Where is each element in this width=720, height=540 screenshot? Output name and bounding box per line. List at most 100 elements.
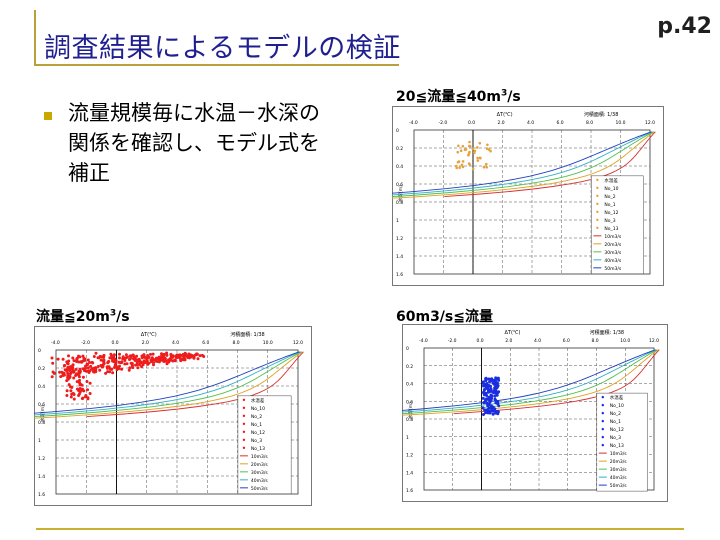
scatter-point	[482, 413, 485, 416]
chart-low-flow: ΔT(℃) 河積面積: 1/38-4.0 -2.0 0.0 2.0 4.0 6.0 8.0 10…	[34, 326, 312, 506]
scatter-point	[78, 383, 82, 387]
scatter-point	[180, 354, 184, 357]
scatter-point	[476, 146, 479, 149]
legend-marker	[596, 218, 599, 222]
scatter-point	[160, 358, 164, 362]
legend-box	[591, 175, 644, 275]
x-tick-label: 10.0	[616, 120, 626, 126]
y-axis-label: 水深(m)	[39, 405, 46, 422]
x-tick-label: 6.0	[563, 338, 570, 344]
model-curve	[392, 131, 653, 196]
scatter-point	[461, 165, 465, 169]
scatter-point	[59, 375, 63, 379]
y-tick-label: 1.6	[38, 492, 45, 498]
legend-label: 40m3/s	[604, 258, 621, 264]
legend-marker	[242, 430, 246, 434]
legend-label: 50m3/s	[604, 266, 621, 272]
scatter-point	[77, 392, 81, 396]
scatter-point	[78, 355, 82, 359]
scatter-point	[151, 352, 155, 356]
scatter-point	[138, 363, 141, 367]
x-tick-label: 0.0	[468, 120, 475, 126]
scatter-point	[129, 356, 133, 360]
scatter-point	[483, 388, 487, 391]
x-tick-label: 10.0	[263, 340, 273, 346]
legend-label: 10m3/s	[604, 234, 621, 240]
scatter-point	[169, 358, 173, 362]
scatter-point	[189, 355, 193, 359]
scatter-point	[487, 148, 491, 151]
y-tick-label: 0	[406, 346, 409, 352]
scatter-point	[111, 358, 115, 362]
scatter-point	[112, 353, 116, 357]
scatter-point	[107, 365, 111, 369]
title-underline	[34, 64, 399, 66]
scatter-point	[87, 371, 91, 374]
legend-box	[237, 395, 292, 495]
scatter-point	[88, 392, 92, 395]
scatter-point	[178, 356, 182, 360]
scatter-point	[130, 363, 134, 367]
scatter-point	[489, 388, 493, 392]
scatter-point	[71, 356, 75, 360]
scatter-point	[111, 371, 115, 375]
scatter-point	[489, 406, 493, 410]
scatter-point	[478, 156, 482, 160]
scatter-point	[471, 147, 475, 151]
model-curve	[402, 349, 657, 413]
scatter-point	[113, 360, 117, 364]
scatter-point	[90, 360, 94, 364]
chart-caption-mid-flow: 20≦流量≦40m3/s	[396, 88, 521, 105]
model-curve	[402, 349, 656, 411]
bullet-square-icon	[44, 112, 52, 120]
legend-label: 30m3/s	[610, 467, 627, 473]
scatter-point	[485, 162, 488, 166]
scatter-point	[86, 358, 90, 362]
legend-label: No_12	[604, 210, 618, 216]
slide-title: 調査結果によるモデルの検証	[44, 33, 401, 64]
legend-marker	[242, 438, 246, 442]
scatter-point	[75, 372, 79, 376]
y-tick-label: 0.2	[38, 366, 45, 372]
y-tick-label: 0.4	[38, 384, 45, 390]
scatter-point	[147, 361, 151, 365]
scatter-point	[157, 355, 161, 359]
scatter-point	[79, 360, 83, 364]
scatter-point	[94, 370, 98, 374]
scatter-point	[102, 362, 106, 365]
model-curve	[392, 131, 652, 194]
scatter-point	[493, 386, 497, 390]
y-tick-label: 0.4	[396, 164, 403, 170]
scatter-point	[481, 396, 485, 400]
scatter-point	[71, 363, 75, 367]
x-tick-label: -4.0	[409, 120, 418, 126]
legend-label: No_2	[610, 411, 621, 417]
title-accent-bar	[34, 10, 36, 66]
scatter-point	[128, 366, 132, 370]
legend-box	[596, 392, 648, 492]
scatter-point	[494, 411, 498, 415]
x-tick-label: 2.0	[498, 120, 505, 126]
scatter-point	[58, 370, 62, 374]
scatter-point	[484, 377, 488, 381]
chart-header-right: 河積面積: 1/38	[590, 329, 625, 336]
model-curve	[453, 349, 660, 415]
scatter-point	[468, 144, 472, 148]
scatter-point	[104, 371, 108, 375]
scatter-point	[496, 410, 500, 414]
footer-rule	[36, 528, 684, 530]
scatter-point	[77, 375, 81, 379]
scatter-point	[150, 358, 154, 362]
scatter-point	[117, 360, 121, 364]
scatter-point	[92, 355, 96, 358]
legend-label: No_1	[251, 422, 262, 428]
model-curve	[34, 351, 303, 419]
legend-label: No_12	[251, 430, 265, 436]
legend-label: No_1	[610, 419, 621, 425]
scatter-point	[483, 408, 487, 412]
legend-label: 30m3/s	[604, 250, 621, 256]
x-tick-label: 8.0	[592, 338, 599, 344]
scatter-point	[51, 370, 55, 374]
x-tick-label: 10.0	[620, 338, 630, 344]
y-tick-label: 1	[38, 438, 41, 444]
